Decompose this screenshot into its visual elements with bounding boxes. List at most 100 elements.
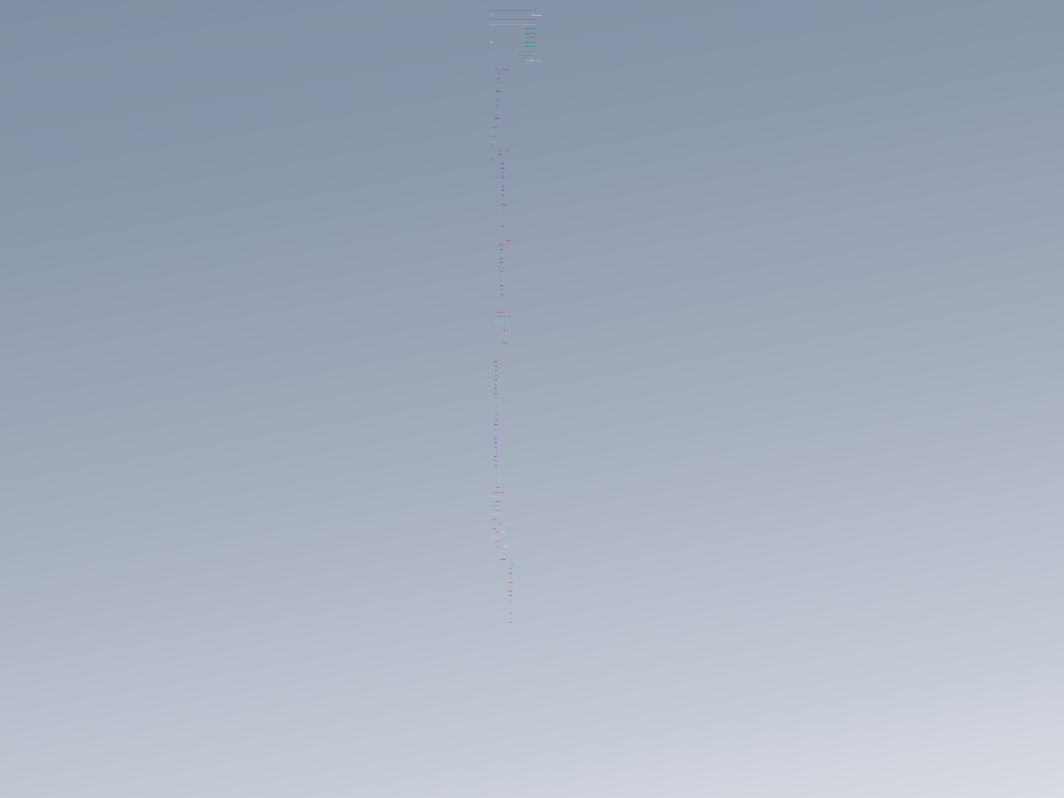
token-string: main( <box>508 583 513 584</box>
token-default <box>490 583 508 584</box>
token-keyword: mut <box>495 439 498 440</box>
token-string: "{:?}", <box>495 542 501 543</box>
token-brace: ( <box>502 200 503 201</box>
token-string: async <box>508 574 513 575</box>
token-default: ─────────── <box>490 506 500 507</box>
token-white: n!( <box>503 533 506 534</box>
token-keyword: sel <box>495 457 498 458</box>
token-default <box>490 326 504 327</box>
token-brace: ; <box>496 470 497 471</box>
token-brace: } <box>496 484 497 485</box>
token-white: * @file main <box>531 16 542 17</box>
token-number: lf <box>504 335 506 336</box>
token-keyword: f.v <box>495 461 498 462</box>
token-brace: fn <box>510 578 512 579</box>
token-default <box>490 241 506 242</box>
token-default <box>490 29 525 30</box>
token-brace: ) <box>503 209 504 210</box>
token-default <box>490 61 526 62</box>
token-default: // ─────────────────────────────────────… <box>490 11 536 12</box>
token-brace: ait <box>509 601 512 602</box>
token-keyword: de:: <box>499 155 503 156</box>
token-brace: { <box>496 452 497 453</box>
token-default <box>490 299 502 300</box>
token-type: components & <box>524 43 535 44</box>
token-keyword: ump <box>495 425 498 426</box>
token-type: import {css} <box>525 34 536 35</box>
code-minimap: // ─────────────────────────────────────… <box>490 10 610 627</box>
token-string: pri <box>494 529 497 530</box>
token-white: ────────── <box>490 515 499 516</box>
token-type: import React <box>525 29 536 30</box>
token-default <box>490 578 510 579</box>
token-type: from styled <box>525 38 535 39</box>
token-ident: #[tokio <box>500 560 506 561</box>
token-default <box>490 164 501 165</box>
token-default <box>490 259 500 260</box>
token-keyword: ver <box>500 259 503 260</box>
token-ident: Cfg <box>501 227 504 228</box>
token-default <box>490 191 502 192</box>
token-default <box>490 200 502 201</box>
token-default <box>490 178 501 179</box>
token-brace: { <box>502 299 503 300</box>
token-string: name: <box>494 362 499 363</box>
token-keyword: if <box>497 101 499 102</box>
token-default <box>490 34 525 35</box>
token-white: (); <box>505 524 508 525</box>
token-keyword: mut <box>497 79 500 80</box>
token-brace: } <box>496 475 497 476</box>
token-default <box>490 569 510 570</box>
token-default <box>490 182 501 183</box>
token-default <box>490 277 500 278</box>
token-type: ::ma <box>510 565 514 566</box>
token-default <box>490 187 503 188</box>
token-keyword: as <box>497 488 499 489</box>
token-default <box>490 272 500 273</box>
token-default: // ─────────────────────────────────────… <box>490 20 536 21</box>
token-keyword: sio <box>495 394 498 395</box>
token-keyword: loop <box>496 92 500 93</box>
token-keyword: der <box>502 191 505 192</box>
token-type: hooks remain <box>525 47 536 48</box>
token-keyword: break <box>495 119 500 120</box>
token-comment: const reducer = <box>519 56 533 57</box>
token-ident: x += 1; <box>492 128 498 129</box>
token-default: ─────────────────── <box>490 317 511 318</box>
token-default <box>490 56 519 57</box>
token-default <box>490 574 508 575</box>
token-keyword: fg <box>501 295 503 296</box>
token-brace: ; <box>510 605 511 606</box>
token-keyword: ing <box>500 250 503 251</box>
token-default <box>490 155 499 156</box>
token-keyword: n b <box>495 421 498 422</box>
token-white: ────────────────────────────────────────… <box>490 25 537 26</box>
token-brace: n: <box>500 268 502 269</box>
token-brace: ] <box>503 214 504 215</box>
token-default <box>490 232 504 233</box>
token-keyword: Seri <box>501 164 505 165</box>
token-keyword: #[ <box>503 187 505 188</box>
token-default <box>490 173 502 174</box>
token-default <box>490 601 509 602</box>
token-brace: -> <box>504 326 506 327</box>
token-default <box>490 592 508 593</box>
token-keyword: }// <box>509 614 512 615</box>
token-default <box>490 565 510 566</box>
token-default <box>490 344 503 345</box>
token-default <box>490 340 504 341</box>
token-number: 1 <box>496 403 497 404</box>
token-default <box>490 286 500 287</box>
token-keyword: Se <box>504 331 506 332</box>
token-default <box>490 209 503 210</box>
token-default <box>493 160 502 161</box>
token-ident: Debug <box>502 205 507 206</box>
token-string: ync fn run() <box>493 493 504 494</box>
token-keyword: .aw <box>509 596 512 597</box>
token-keyword: l C <box>500 290 503 291</box>
token-number: & <box>496 434 497 435</box>
token-brace: } <box>496 115 497 116</box>
token-string: p" <box>495 371 497 372</box>
token-brace: { <box>504 340 505 341</box>
token-default <box>490 268 500 269</box>
